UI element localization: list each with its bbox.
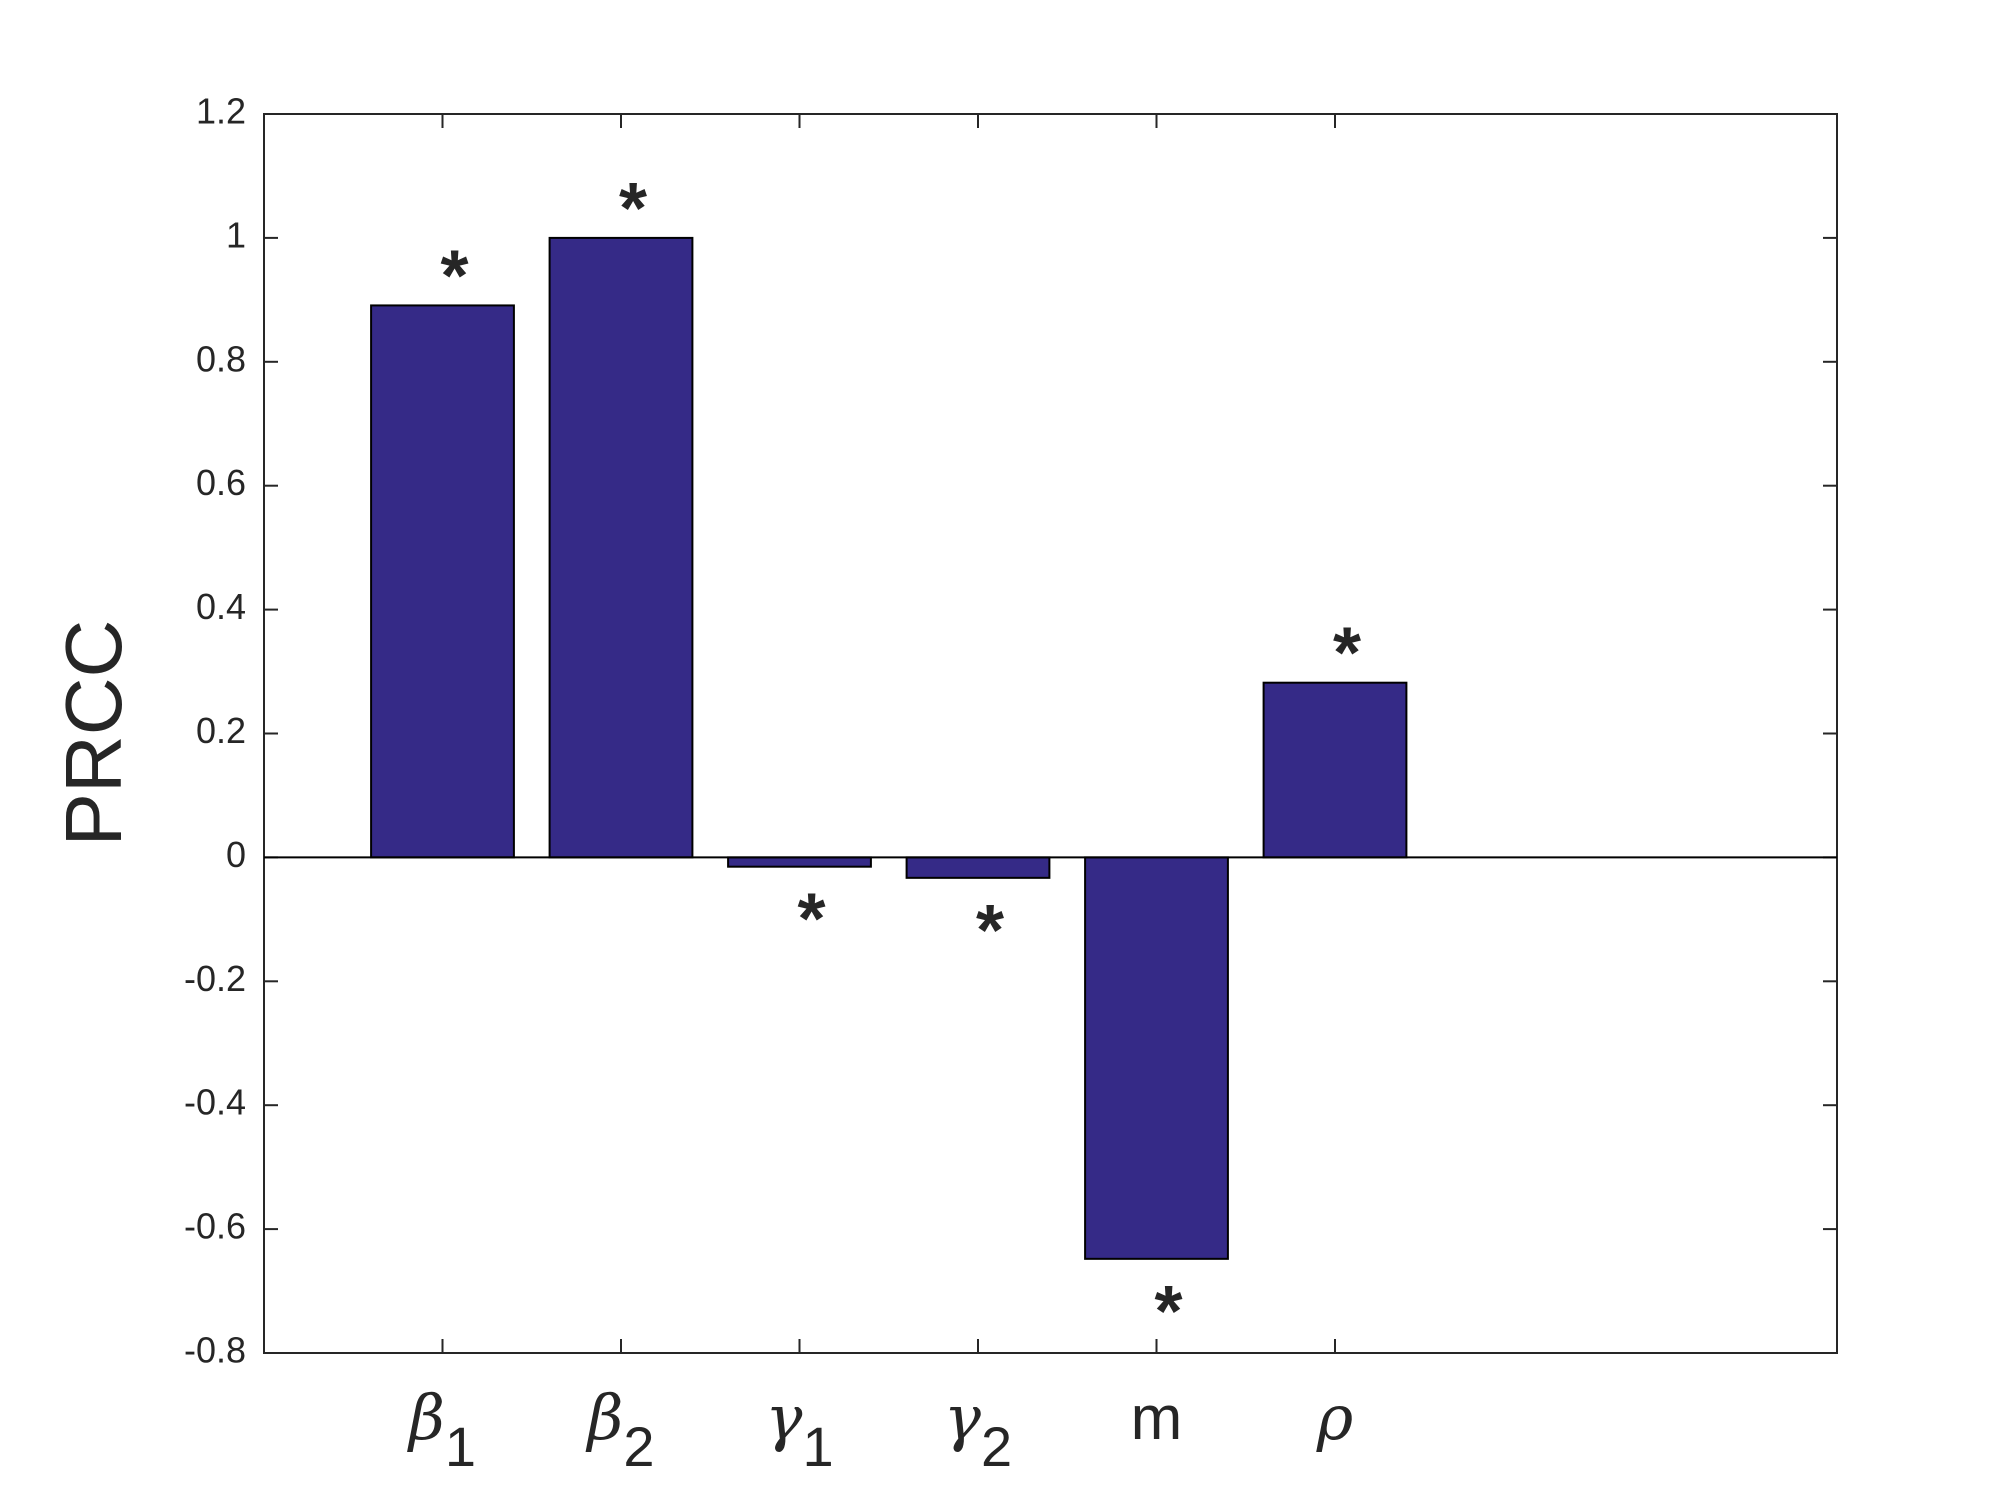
x-tick-label: ρ	[1316, 1381, 1353, 1454]
y-tick-label: 0	[226, 834, 246, 875]
significance-marker: *	[1333, 614, 1361, 694]
y-tick-label: 0.2	[196, 710, 246, 751]
bar	[370, 304, 515, 859]
y-tick-label: -0.6	[184, 1206, 246, 1247]
y-tick-label: 1.2	[196, 91, 246, 132]
bar	[1262, 681, 1408, 859]
significance-marker: *	[619, 169, 647, 249]
y-tick-label: -0.4	[184, 1082, 246, 1123]
bar	[905, 856, 1051, 879]
significance-marker: *	[976, 891, 1004, 971]
y-tick-label: -0.2	[184, 958, 246, 999]
bar	[1084, 856, 1229, 1260]
x-tick-label: β2	[586, 1381, 655, 1478]
y-tick-label: 0.6	[196, 462, 246, 503]
y-tick-label: 0.4	[196, 586, 246, 627]
significance-marker: *	[797, 880, 825, 960]
y-tick-label: 0.8	[196, 338, 246, 379]
y-tick-label: -0.8	[184, 1330, 246, 1371]
bar	[727, 856, 872, 868]
x-tick-label: β1	[407, 1381, 476, 1478]
y-tick-label: 1	[226, 214, 246, 255]
significance-marker: *	[440, 236, 468, 316]
x-tick-label: m	[1131, 1384, 1183, 1453]
x-tick-label: γ1	[765, 1381, 833, 1478]
y-axis-label: PRCC	[49, 620, 138, 847]
significance-marker: *	[1154, 1272, 1182, 1352]
bar	[548, 236, 694, 859]
x-tick-label: γ2	[944, 1381, 1012, 1478]
